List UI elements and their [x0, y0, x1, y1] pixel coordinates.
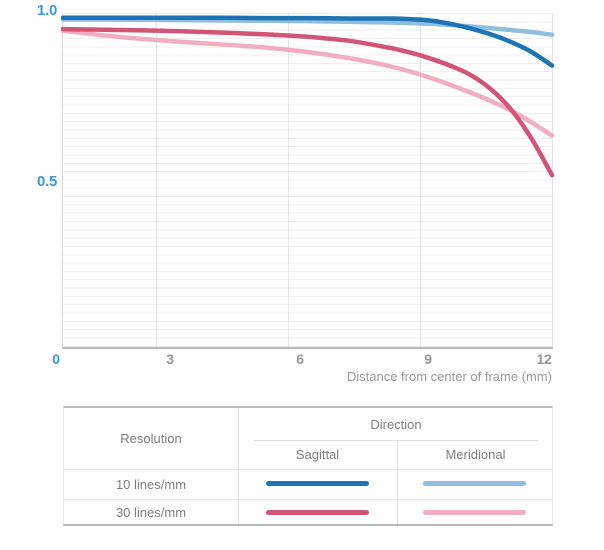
legend-row-label-30: 30 lines/mm	[115, 505, 187, 520]
direction-header: Direction	[370, 416, 422, 432]
y-axis-label-1.0: 1.0	[37, 2, 57, 19]
legend-row-label-10: 10 lines/mm	[115, 476, 187, 492]
direction-underline	[254, 440, 538, 441]
x-tick-9: 9	[424, 351, 432, 367]
curve-10-lines-mm-sagittal	[60, 15, 555, 68]
row-divider	[64, 469, 552, 470]
mtf-curves	[60, 15, 555, 178]
x-tick-12: 12	[536, 351, 552, 367]
plot-area	[60, 13, 555, 349]
swatch-10-sagittal	[266, 481, 369, 486]
x-tick-0: 0	[52, 351, 60, 367]
swatch-10-meridional	[423, 481, 526, 486]
x-tick-3: 3	[166, 351, 174, 367]
column-divider	[238, 408, 239, 524]
meridional-column-header: Meridional	[445, 447, 506, 462]
row-divider	[64, 499, 552, 500]
x-axis-title: Distance from center of frame (mm)	[346, 369, 552, 384]
legend-table: Resolution Direction Sagittal Meridional…	[63, 406, 553, 526]
swatch-30-meridional	[423, 510, 526, 515]
swatch-30-sagittal	[266, 510, 369, 515]
curve-30-lines-mm-meridional	[60, 28, 555, 138]
x-tick-6: 6	[296, 351, 304, 367]
curve-30-lines-mm-sagittal	[60, 26, 555, 178]
sagittal-column-header: Sagittal	[295, 447, 340, 462]
y-axis-label-0.5: 0.5	[37, 173, 57, 190]
column-divider	[397, 440, 398, 524]
resolution-header: Resolution	[120, 431, 182, 446]
